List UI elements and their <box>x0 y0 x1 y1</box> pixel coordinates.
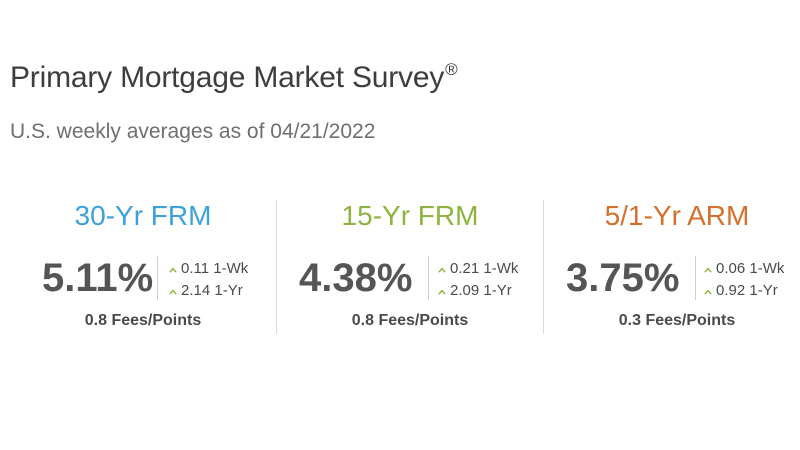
page-subtitle: U.S. weekly averages as of 04/21/2022 <box>10 120 376 143</box>
rate-changes: 0.06 1-Wk 0.92 1-Yr <box>704 258 784 302</box>
rate-changes: 0.11 1-Wk 2.14 1-Yr <box>169 258 248 302</box>
chevron-up-icon <box>704 267 712 275</box>
change-1yr-value: 0.92 <box>716 282 746 299</box>
fees-points: 0.8 Fees/Points <box>351 312 469 329</box>
rate-value: 3.75% <box>566 256 680 300</box>
product-name: 5/1-Yr ARM <box>604 200 750 231</box>
page-title-text: Primary Mortgage Market Survey <box>10 61 445 94</box>
change-1yr-value: 2.14 <box>181 282 211 299</box>
change-1wk-value: 0.21 <box>450 260 480 277</box>
page-title: Primary Mortgage Market Survey® <box>10 60 458 95</box>
rate-divider <box>695 256 696 300</box>
rate-value: 4.38% <box>299 256 413 300</box>
change-1yr: 2.09 1-Yr <box>438 280 518 302</box>
change-1wk: 0.06 1-Wk <box>704 258 784 280</box>
chevron-up-icon <box>438 267 446 275</box>
chevron-up-icon <box>438 289 446 297</box>
fees-points: 0.3 Fees/Points <box>618 312 736 329</box>
change-1yr: 2.14 1-Yr <box>169 280 248 302</box>
rate-divider <box>157 256 158 300</box>
product-name: 30-Yr FRM <box>74 200 212 231</box>
chevron-up-icon <box>169 289 177 297</box>
rate-divider <box>428 256 429 300</box>
change-1yr-label: 1-Yr <box>749 282 778 299</box>
rate-card-30yr-frm: 30-Yr FRM 5.11% 0.11 1-Wk 2.14 1-Yr 0.8 … <box>10 200 276 334</box>
chevron-up-icon <box>169 267 177 275</box>
change-1yr-label: 1-Yr <box>214 282 243 299</box>
rate-card-15yr-frm: 15-Yr FRM 4.38% 0.21 1-Wk 2.09 1-Yr 0.8 … <box>276 200 543 334</box>
change-1wk-label: 1-Wk <box>483 260 519 277</box>
change-1yr: 0.92 1-Yr <box>704 280 784 302</box>
fees-points: 0.8 Fees/Points <box>84 312 202 329</box>
registered-mark: ® <box>445 60 458 79</box>
rate-value: 5.11% <box>42 256 154 300</box>
rate-card-5-1yr-arm: 5/1-Yr ARM 3.75% 0.06 1-Wk 0.92 1-Yr 0.3… <box>543 200 800 334</box>
chevron-up-icon <box>704 289 712 297</box>
change-1wk: 0.11 1-Wk <box>169 258 248 280</box>
product-name: 15-Yr FRM <box>341 200 479 231</box>
change-1wk-value: 0.06 <box>716 260 746 277</box>
rate-cards: 30-Yr FRM 5.11% 0.11 1-Wk 2.14 1-Yr 0.8 … <box>10 200 800 334</box>
change-1yr-label: 1-Yr <box>483 282 512 299</box>
change-1yr-value: 2.09 <box>450 282 480 299</box>
change-1wk-label: 1-Wk <box>213 260 249 277</box>
change-1wk-label: 1-Wk <box>749 260 785 277</box>
change-1wk: 0.21 1-Wk <box>438 258 518 280</box>
rate-changes: 0.21 1-Wk 2.09 1-Yr <box>438 258 518 302</box>
change-1wk-value: 0.11 <box>181 260 210 277</box>
